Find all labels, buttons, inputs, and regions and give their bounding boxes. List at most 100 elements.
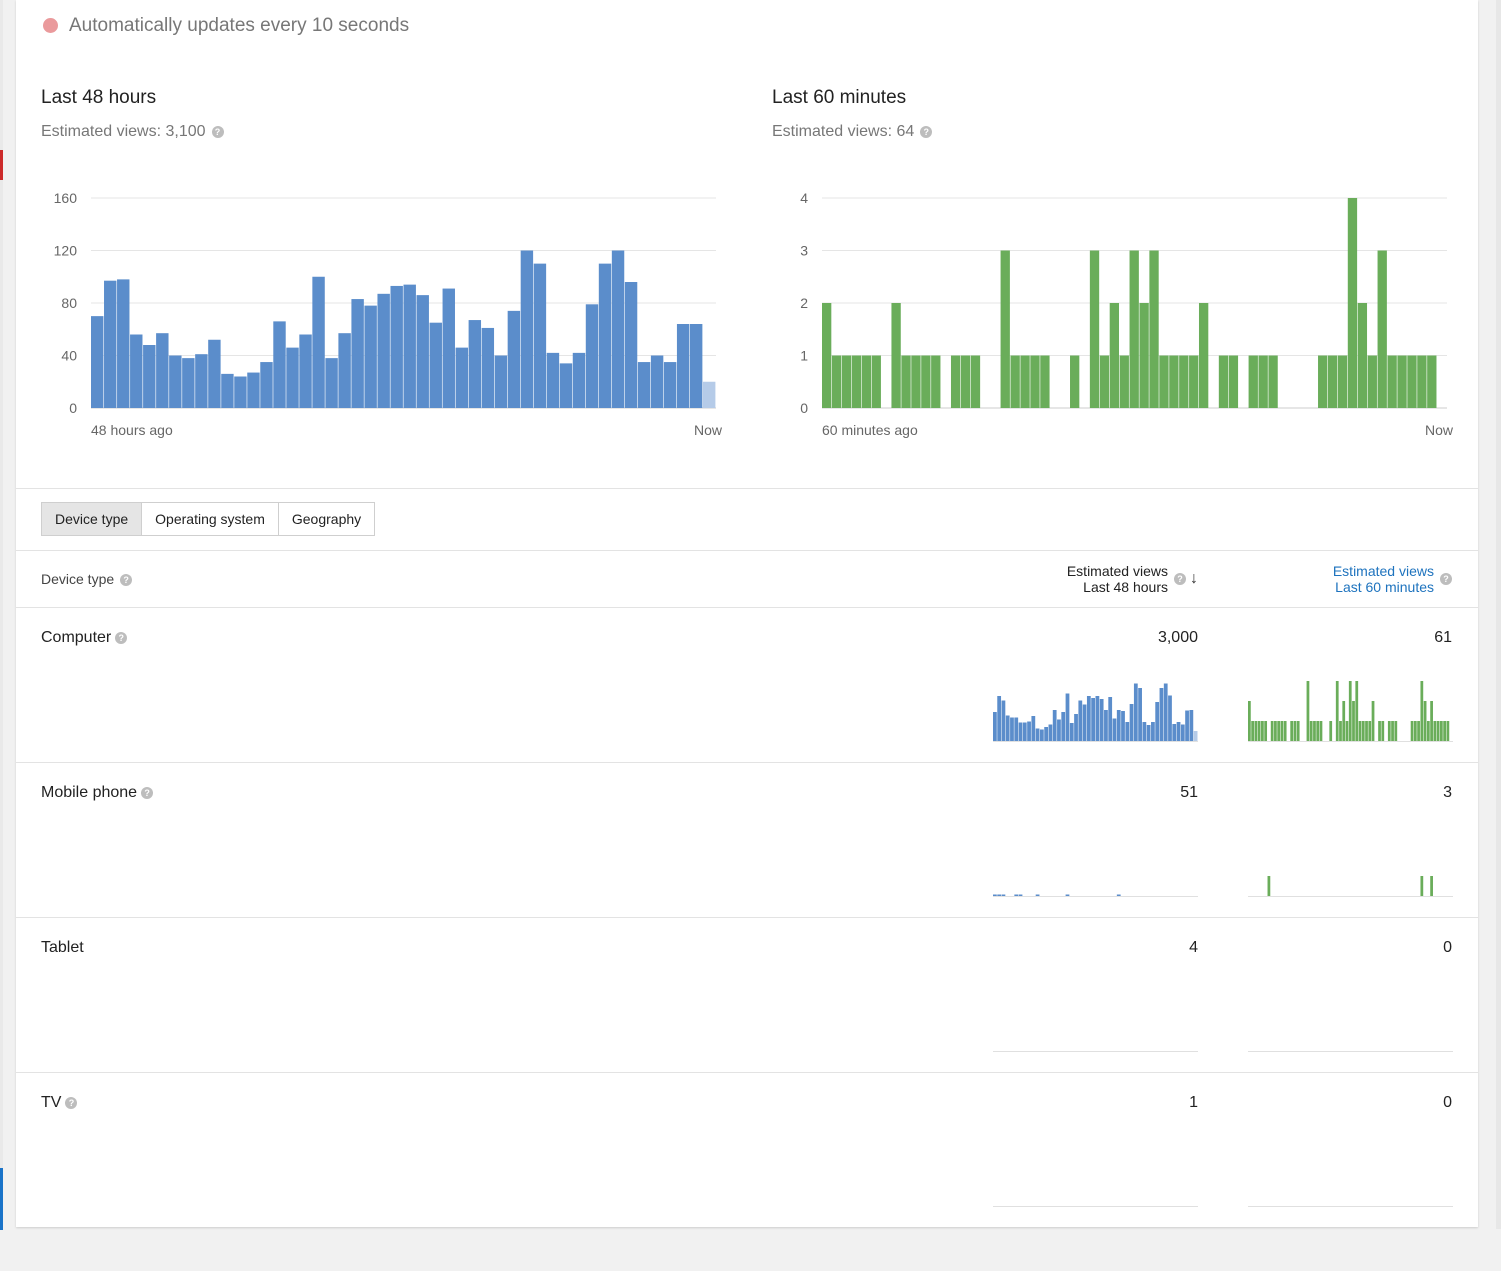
- chart-bar[interactable]: [1387, 355, 1397, 409]
- help-icon[interactable]: ?: [115, 631, 128, 644]
- chart-bar[interactable]: [1139, 303, 1149, 408]
- chart-bar[interactable]: [416, 295, 429, 408]
- chart-bar[interactable]: [234, 376, 247, 409]
- chart-bar[interactable]: [1427, 355, 1437, 409]
- chart-bar[interactable]: [970, 355, 981, 409]
- chart-bar[interactable]: [871, 355, 881, 409]
- tab-geography[interactable]: Geography: [277, 502, 376, 536]
- chart-bar[interactable]: [1248, 355, 1258, 409]
- chart-bar[interactable]: [403, 284, 416, 408]
- chart-bar[interactable]: [1198, 303, 1209, 408]
- chart-bar[interactable]: [429, 322, 442, 408]
- chart-bar[interactable]: [169, 355, 182, 409]
- chart-bar[interactable]: [1109, 303, 1120, 408]
- chart-bar[interactable]: [676, 324, 690, 408]
- chart-bar[interactable]: [650, 355, 664, 409]
- chart-bar[interactable]: [520, 250, 534, 409]
- chart-bar[interactable]: [891, 303, 901, 408]
- chart-bar[interactable]: [911, 355, 921, 409]
- help-icon[interactable]: ?: [1440, 573, 1452, 585]
- chart-bar[interactable]: [208, 339, 221, 408]
- chart-bar[interactable]: [377, 293, 390, 408]
- tab-device-type[interactable]: Device type: [41, 502, 143, 536]
- chart-bar[interactable]: [260, 362, 273, 408]
- chart-bar[interactable]: [931, 355, 941, 409]
- chart-bar[interactable]: [299, 334, 312, 409]
- chart-bar[interactable]: [822, 303, 832, 408]
- chart-bar[interactable]: [468, 320, 482, 408]
- chart-bar[interactable]: [1268, 355, 1278, 409]
- help-icon[interactable]: ?: [211, 125, 224, 138]
- chart-bar[interactable]: [1417, 355, 1427, 409]
- sort-down-arrow-icon[interactable]: ↓: [1190, 570, 1198, 587]
- help-icon[interactable]: ?: [120, 574, 133, 587]
- chart-bar[interactable]: [1020, 355, 1030, 409]
- chart-bar[interactable]: [364, 305, 377, 408]
- chart-bar[interactable]: [481, 327, 495, 408]
- chart-bar[interactable]: [841, 355, 852, 409]
- chart-bar[interactable]: [1327, 355, 1338, 409]
- chart-bar[interactable]: [861, 355, 872, 409]
- chart-bar[interactable]: [1169, 355, 1179, 409]
- help-icon[interactable]: ?: [1174, 573, 1186, 585]
- chart-bar[interactable]: [950, 355, 961, 409]
- chart-bar[interactable]: [1397, 355, 1407, 409]
- chart-bar[interactable]: [507, 310, 521, 408]
- chart-bar[interactable]: [831, 355, 842, 409]
- chart-bar[interactable]: [1367, 355, 1377, 409]
- chart-bar[interactable]: [1040, 355, 1050, 409]
- chart-bar[interactable]: [1258, 355, 1268, 409]
- chart-bar[interactable]: [637, 362, 651, 408]
- chart-bar[interactable]: [572, 352, 586, 408]
- chart-bar[interactable]: [156, 333, 169, 408]
- chart-bar[interactable]: [1000, 250, 1010, 409]
- chart-bar[interactable]: [1089, 250, 1100, 409]
- chart-bar[interactable]: [1119, 355, 1129, 409]
- chart-bar[interactable]: [442, 288, 455, 408]
- chart-bar[interactable]: [117, 279, 130, 408]
- chart-bar[interactable]: [273, 321, 286, 408]
- chart-bar[interactable]: [960, 355, 971, 409]
- chart-bar[interactable]: [611, 250, 625, 409]
- chart-bar[interactable]: [1228, 355, 1239, 409]
- chart-bar[interactable]: [689, 324, 703, 408]
- chart-bar[interactable]: [1030, 355, 1040, 409]
- chart-bar[interactable]: [1099, 355, 1110, 409]
- chart-bar[interactable]: [351, 299, 364, 408]
- chart-bar[interactable]: [1070, 355, 1080, 409]
- tab-operating-system[interactable]: Operating system: [141, 502, 279, 536]
- chart-bar[interactable]: [325, 358, 338, 408]
- chart-bar[interactable]: [598, 263, 612, 408]
- chart-bar[interactable]: [1407, 355, 1417, 409]
- chart-bar[interactable]: [182, 358, 195, 408]
- right-scrollbar-track[interactable]: [1496, 0, 1501, 1229]
- chart-bar[interactable]: [1357, 303, 1368, 408]
- chart-bar[interactable]: [663, 362, 677, 408]
- help-icon[interactable]: ?: [141, 786, 154, 799]
- help-icon[interactable]: ?: [65, 1096, 78, 1109]
- chart-bar[interactable]: [494, 355, 508, 409]
- chart-bar[interactable]: [1149, 250, 1159, 409]
- chart-bar[interactable]: [286, 347, 299, 408]
- chart-bar[interactable]: [1377, 250, 1387, 409]
- chart-bar[interactable]: [143, 345, 156, 408]
- chart-bar[interactable]: [195, 354, 208, 408]
- chart-bar[interactable]: [104, 280, 117, 408]
- chart-bar[interactable]: [1179, 355, 1189, 409]
- help-icon[interactable]: ?: [920, 125, 933, 138]
- chart-bar[interactable]: [901, 355, 911, 409]
- chart-bar[interactable]: [312, 276, 325, 408]
- chart-bar[interactable]: [533, 263, 547, 408]
- chart-bar[interactable]: [455, 347, 469, 408]
- column-header-48h[interactable]: Estimated views Last 48 hours? ↓: [1067, 563, 1198, 595]
- chart-bar[interactable]: [559, 363, 573, 408]
- chart-bar[interactable]: [130, 334, 143, 409]
- chart-bar[interactable]: [921, 355, 931, 409]
- chart-bar[interactable]: [221, 373, 234, 408]
- chart-bar[interactable]: [1347, 198, 1358, 408]
- chart-bar[interactable]: [1337, 355, 1348, 409]
- chart-bar[interactable]: [390, 285, 403, 408]
- chart-bar[interactable]: [1129, 250, 1139, 409]
- chart-bar[interactable]: [91, 316, 104, 408]
- chart-bar[interactable]: [1318, 355, 1328, 409]
